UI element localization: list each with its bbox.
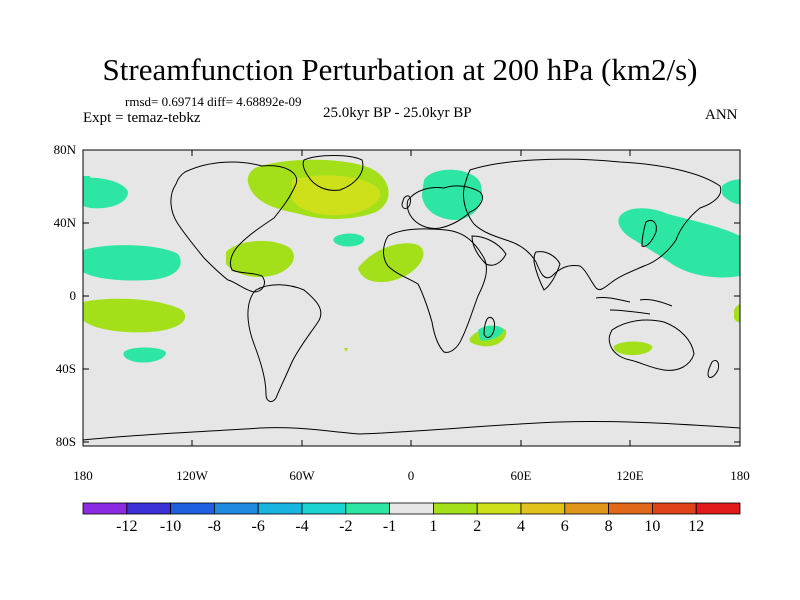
coast-asia: [463, 158, 722, 291]
lon-label-120e: 120E: [616, 468, 644, 483]
colorbar-label: 6: [560, 518, 569, 535]
map-title: Streamfunction Perturbation at 200 hPa (…: [102, 52, 698, 87]
coast-australia: [608, 319, 695, 371]
colorbar-label: 4: [517, 518, 525, 535]
coast-antarctica: [83, 420, 740, 441]
colorbar-label: 12: [688, 518, 705, 535]
lon-label-120w: 120W: [176, 468, 208, 483]
colorbar-label: 8: [604, 518, 613, 535]
coast-british-isles: [401, 195, 411, 209]
colorbar-label: 10: [644, 518, 661, 535]
colorbar-label: -1: [382, 518, 397, 535]
lat-label-40n: 40N: [53, 215, 76, 230]
colorbar-box: [608, 502, 653, 515]
lat-ticks: [83, 149, 740, 443]
colorbar-box: [82, 502, 128, 515]
coast-india: [533, 251, 561, 291]
coast-greenland: [302, 155, 364, 191]
coastlines: [83, 155, 740, 441]
anomaly-scandinavia: [422, 169, 482, 220]
stats-text: rmsd= 0.69714 diff= 4.68892e-09: [125, 94, 302, 109]
anomaly-south-pacific-teal: [123, 347, 166, 363]
contour-fields: [83, 159, 740, 363]
anomaly-east-asia: [618, 208, 740, 278]
colorbar-box: [213, 502, 259, 515]
colorbar-label: 1: [429, 518, 438, 535]
coast-europe: [406, 185, 483, 229]
colorbar-box: [520, 502, 566, 515]
colorbar-box: [432, 502, 478, 515]
period-label: 25.0kyr BP - 25.0kyr BP: [323, 105, 472, 121]
coast-north-america: [170, 161, 298, 293]
colorbar-label: -8: [207, 518, 222, 535]
colorbar-box: [170, 502, 215, 515]
lat-label-40s: 40S: [55, 361, 76, 376]
colorbar-box: [345, 502, 390, 515]
anomaly-north-atlantic-core: [292, 175, 381, 216]
colorbar: [82, 502, 741, 515]
anomaly-mid-atlantic: [333, 233, 365, 247]
lat-label-80n: 80N: [53, 142, 76, 157]
lat-label-0: 0: [69, 288, 77, 303]
coast-new-zealand: [707, 359, 719, 378]
coast-japan: [641, 219, 657, 247]
lat-label-80s: 80S: [55, 434, 76, 449]
coast-madagascar: [483, 317, 495, 338]
experiment-label: Expt = temaz-tebkz: [83, 110, 201, 126]
lon-label-60w: 60W: [289, 468, 315, 483]
colorbar-label: -6: [251, 518, 265, 535]
colorbar-box: [652, 502, 697, 515]
coast-indonesia: [595, 297, 673, 315]
map-background: [83, 150, 740, 446]
season-label: ANN: [705, 107, 738, 123]
colorbar-box: [257, 502, 303, 515]
colorbar-label: -2: [339, 518, 353, 535]
lon-label-0: 0: [407, 468, 415, 483]
coast-africa: [383, 228, 487, 353]
lon-label-180-east: 180: [730, 468, 750, 483]
lon-ticks: [82, 150, 741, 446]
colorbar-label: -4: [295, 518, 309, 535]
colorbar-box: [301, 502, 347, 515]
colorbar-box: [126, 502, 172, 515]
anomaly-north-pacific-east: [722, 179, 740, 205]
colorbar-box: [476, 502, 522, 515]
colorbar-label: -10: [159, 518, 182, 535]
colorbar-label: 2: [473, 518, 482, 535]
anomaly-australia: [613, 341, 653, 356]
anomaly-caribbean: [226, 240, 294, 278]
anomaly-north-pacific-west: [83, 177, 128, 209]
coast-south-america: [247, 284, 322, 402]
anomaly-small: [344, 348, 348, 352]
lon-label-60e: 60E: [510, 468, 532, 483]
colorbar-label: -12: [116, 518, 138, 535]
anomaly-south-pacific: [83, 298, 186, 333]
colorbar-box: [389, 502, 434, 515]
coast-arabia: [471, 235, 507, 266]
anomaly-tropical-atlantic: [358, 243, 424, 283]
anomaly-tropical-pacific: [83, 245, 181, 281]
colorbar-box: [695, 502, 741, 515]
anomaly-east-pacific: [734, 304, 740, 323]
colorbar-box: [564, 502, 609, 515]
anomaly-edge: [83, 176, 90, 180]
lon-label-180-west: 180: [73, 468, 93, 483]
